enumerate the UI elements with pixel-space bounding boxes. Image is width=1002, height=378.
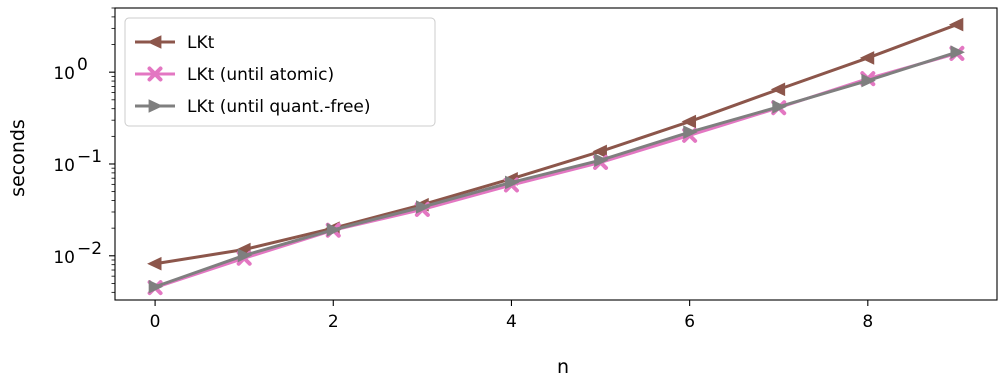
legend-box (124, 17, 436, 127)
data-point (772, 99, 787, 114)
series-line (154, 50, 958, 289)
y-tick-exponent: −1 (77, 147, 102, 167)
axes-frame (114, 7, 998, 301)
series (147, 17, 964, 271)
data-point (147, 35, 162, 49)
legend-entry: LKt (until quant.-free) (135, 97, 371, 117)
data-point (148, 99, 163, 113)
legend-label: LKt (187, 33, 215, 53)
data-point (859, 51, 875, 65)
legend-label: LKt (until quant.-free) (187, 97, 371, 117)
x-tick-label: 4 (506, 312, 517, 332)
data-point (415, 200, 431, 214)
data-point (592, 144, 607, 159)
y-tick-label: 10 (53, 64, 75, 84)
x-tick-label: 6 (684, 312, 695, 332)
y-tick-label: 10 (53, 156, 75, 176)
y-tick-label: 10 (53, 248, 75, 268)
x-tick-label: 0 (150, 312, 161, 332)
x-axis-label: n (557, 356, 569, 378)
series (148, 45, 965, 294)
data-point (770, 82, 786, 97)
data-point (683, 125, 698, 139)
y-tick-exponent: 0 (77, 55, 88, 75)
data-point (147, 256, 162, 271)
data-point (505, 175, 520, 190)
y-axis-label: seconds (7, 119, 29, 197)
legend: LKt LKt (until atomic) LKt (until quant.-f… (124, 17, 436, 127)
legend-label: LKt (until atomic) (187, 65, 334, 85)
data-point (148, 279, 164, 294)
data-point (326, 222, 342, 237)
legend-entry: LKt (135, 33, 215, 53)
data-point (948, 17, 964, 32)
data-point (237, 248, 253, 263)
data-point (594, 153, 609, 167)
y-tick-exponent: −2 (77, 239, 102, 259)
data-point (861, 73, 876, 88)
legend-entry: LKt (until atomic) (135, 65, 334, 85)
data-point (681, 114, 697, 129)
plot-area (147, 17, 965, 296)
x-tick-label: 8 (862, 312, 873, 332)
data-point (147, 66, 163, 82)
data-point (950, 45, 965, 60)
x-marker-stroke (147, 66, 163, 82)
x-tick-label: 2 (328, 312, 339, 332)
series-line (154, 23, 958, 266)
